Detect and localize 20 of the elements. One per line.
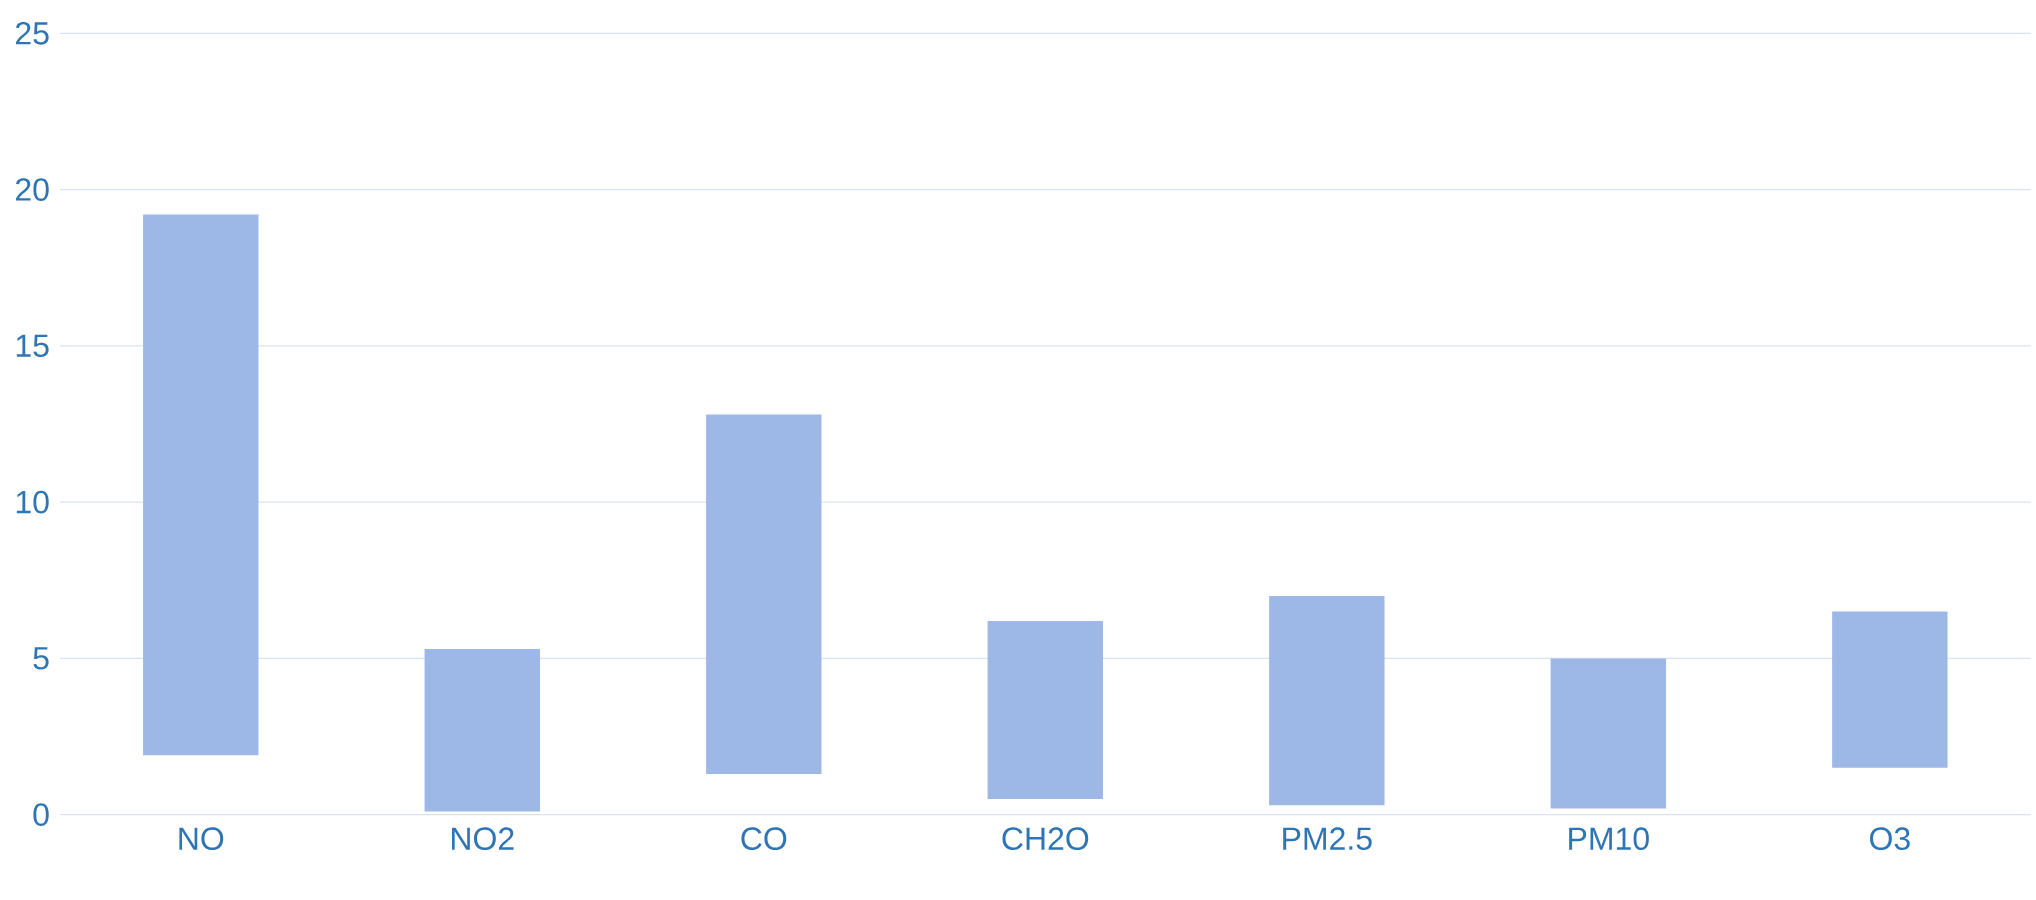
bar bbox=[424, 649, 540, 812]
bar bbox=[1550, 658, 1667, 809]
y-tick-label: 5 bbox=[33, 647, 49, 670]
y-tick-label: 25 bbox=[15, 22, 49, 45]
y-tick-label: 0 bbox=[33, 803, 49, 826]
y-tick-label: 20 bbox=[15, 178, 49, 201]
bar bbox=[143, 214, 259, 756]
x-tick-label: PM2.5 bbox=[1283, 827, 1372, 851]
x-tick-label: NO bbox=[179, 827, 224, 851]
x-tick-label: CO bbox=[741, 827, 787, 851]
x-tick-label: O3 bbox=[1870, 827, 1910, 851]
bar bbox=[987, 620, 1104, 800]
bar bbox=[1269, 595, 1385, 806]
x-tick-label: NO2 bbox=[452, 827, 514, 851]
y-tick-label: 15 bbox=[16, 334, 49, 358]
y-tick-label: 10 bbox=[16, 490, 49, 514]
x-tick-label: PM10 bbox=[1569, 827, 1649, 851]
bar bbox=[706, 414, 822, 775]
x-tick-label: CH2O bbox=[1002, 827, 1089, 851]
bar bbox=[1832, 611, 1948, 768]
